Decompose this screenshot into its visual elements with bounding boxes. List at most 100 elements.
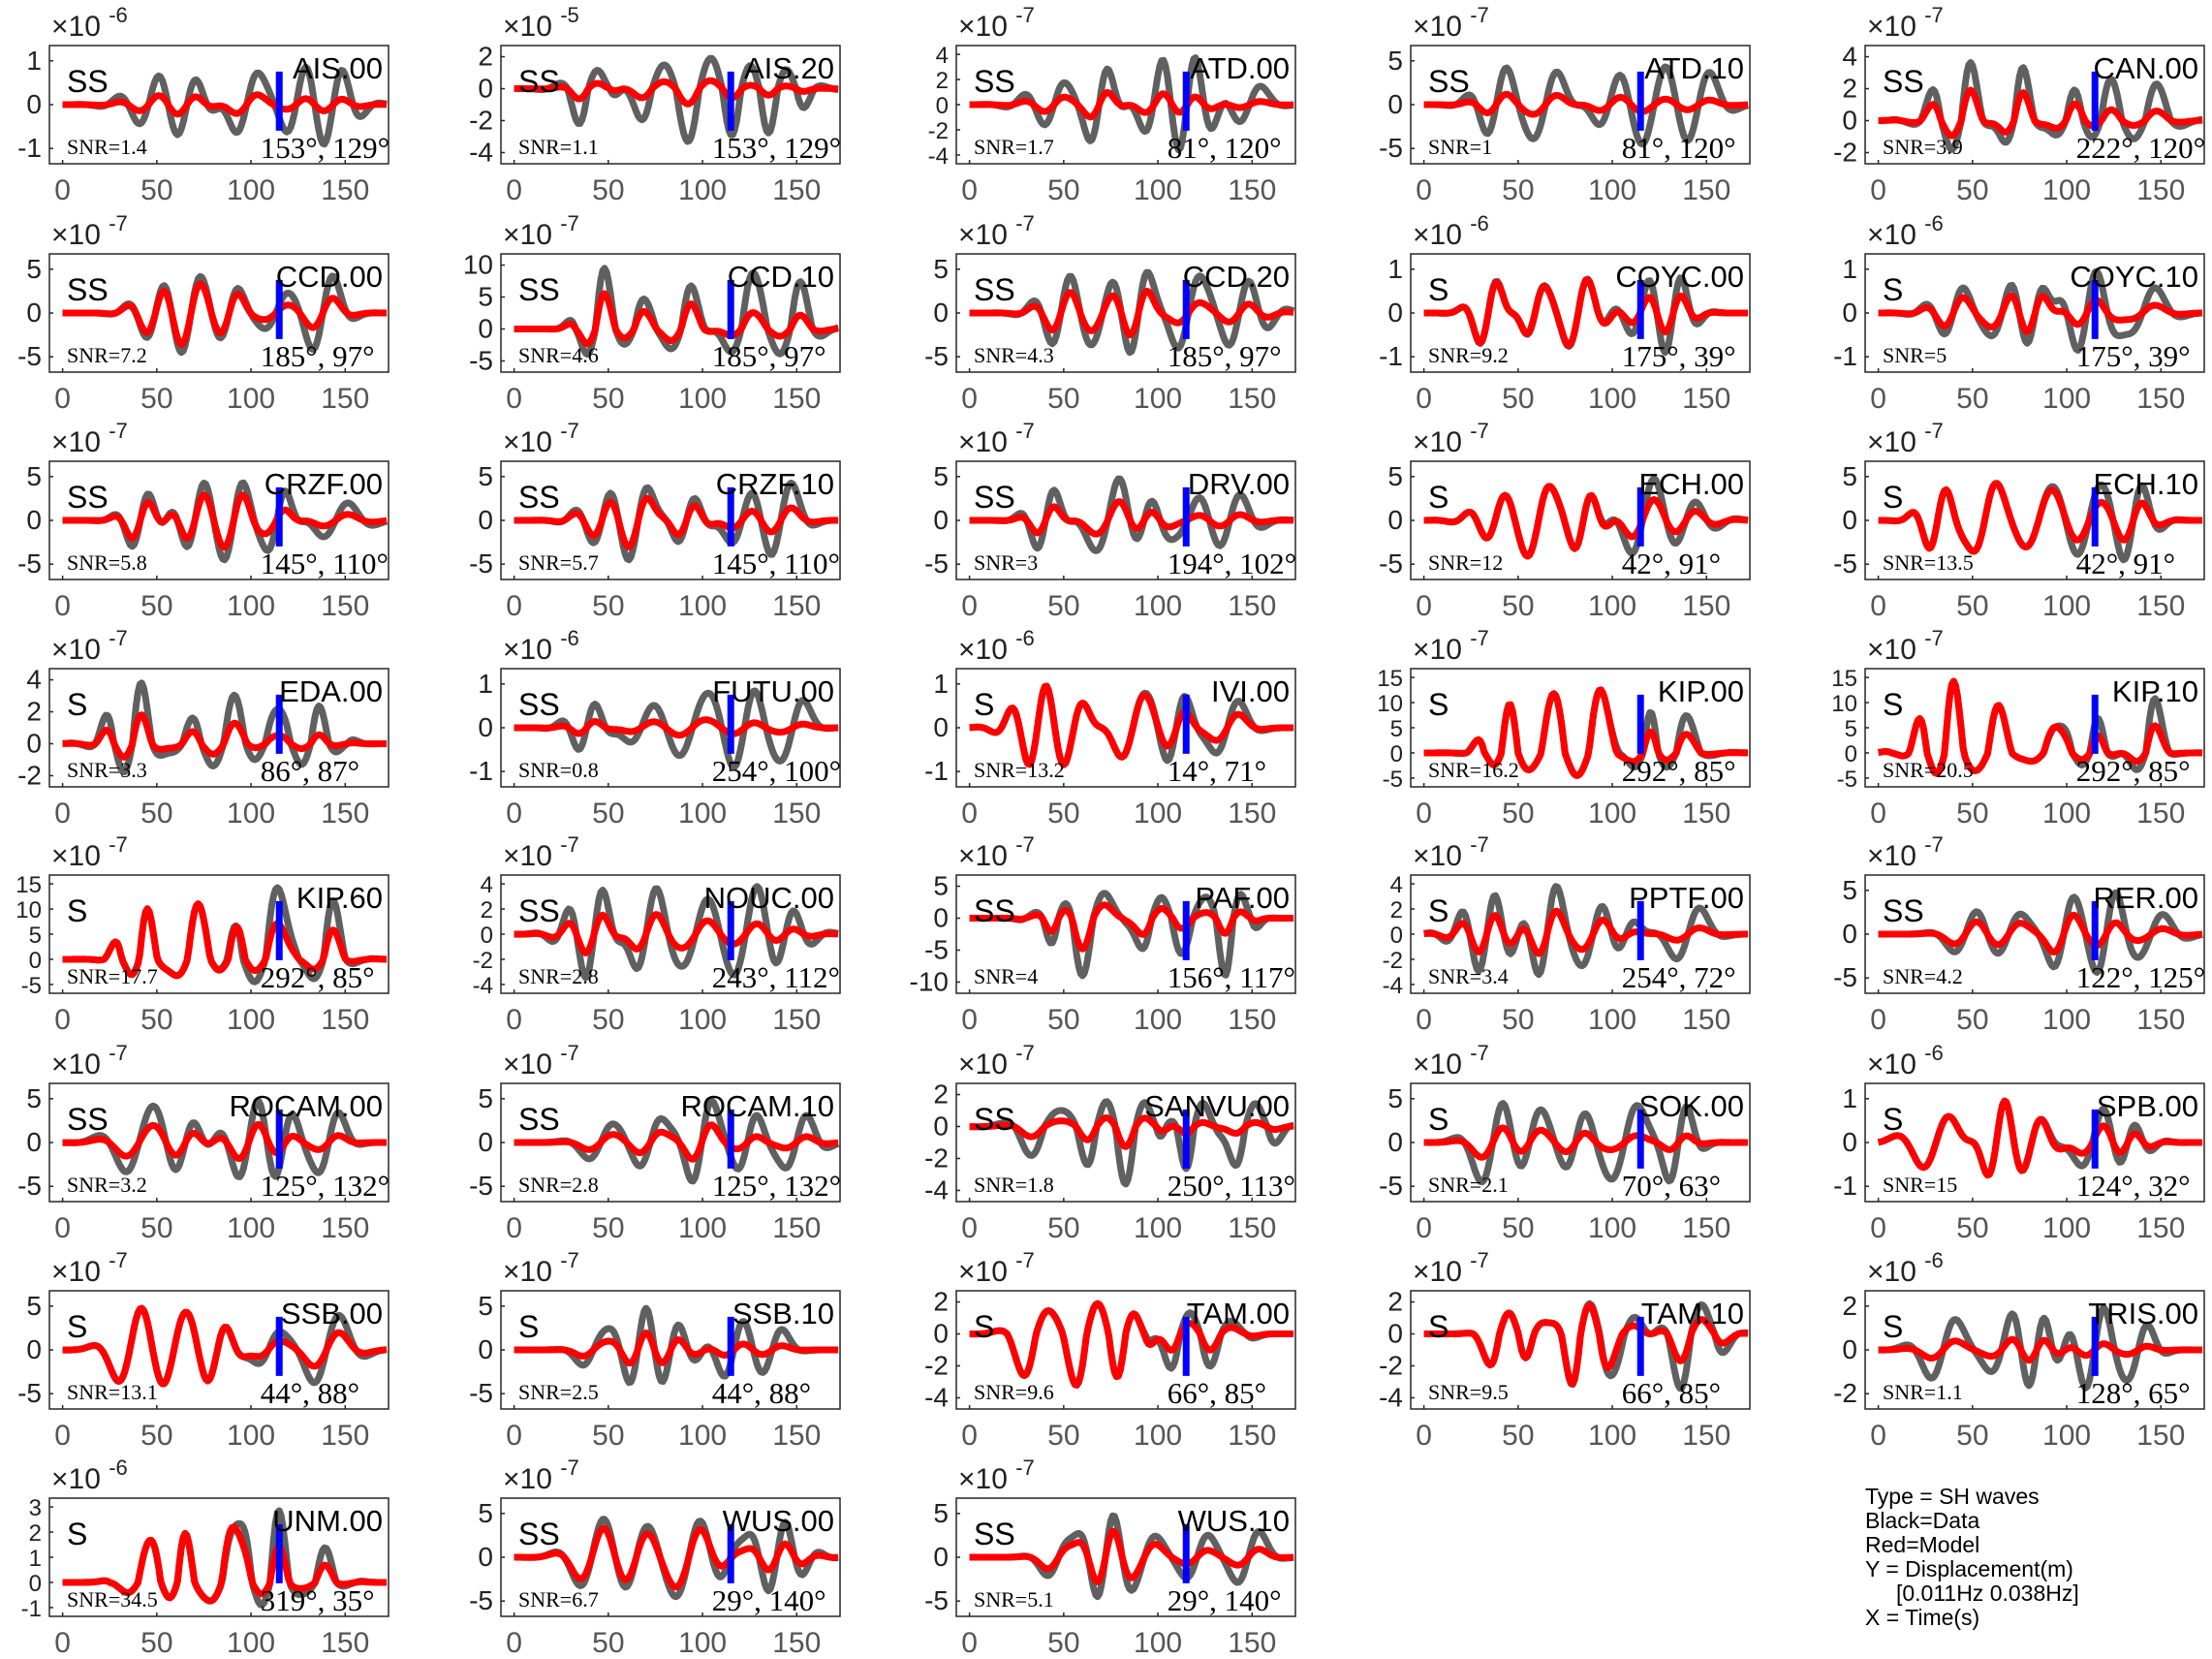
y-tick-label: 2 [1842, 1291, 1857, 1321]
exponent-label: ×10 -6 [958, 626, 1035, 666]
exponent-value: -7 [560, 832, 579, 857]
x-tick-label: 50 [1956, 1212, 1988, 1244]
y-tick-label: 2 [1387, 1287, 1403, 1317]
x-tick-label: 100 [227, 1627, 275, 1659]
angles-label: 128°, 65° [2076, 1376, 2191, 1410]
y-tick-label: 0 [26, 1127, 42, 1157]
phase-label: SS [974, 64, 1015, 99]
y-tick-label: 0 [933, 712, 949, 742]
y-tick-label: -4 [924, 1174, 949, 1205]
y-tick-label: 10 [463, 250, 493, 280]
angles-label: 81°, 120° [1168, 131, 1282, 165]
exponent-value: -7 [1015, 1456, 1035, 1480]
model-trace [61, 1523, 389, 1605]
y-tick-label: 0 [1390, 923, 1403, 949]
model-trace [513, 1121, 840, 1163]
angles-label: 29°, 140° [712, 1583, 826, 1617]
snr-label: SNR=1 [1428, 135, 1492, 159]
snr-label: SNR=20.5 [1883, 758, 1974, 782]
angles-label: 194°, 102° [1168, 547, 1296, 580]
exponent-label: ×10 -7 [1867, 3, 1944, 43]
x-tick-label: 150 [321, 383, 369, 415]
phase-label: S [1428, 1102, 1449, 1137]
y-tick-label: 5 [26, 1291, 42, 1321]
exponent-value: -6 [1015, 626, 1035, 650]
station-label: RER.00 [2093, 881, 2198, 915]
model-trace [1422, 90, 1750, 118]
y-tick-label: 0 [478, 505, 493, 535]
panel-futu-00: 0 50 100 150 1 0 -1 ×10 -6 SS FUTU.00 SNR=0.8 254°,… [469, 626, 841, 830]
axes-box [955, 1082, 1296, 1203]
y-tick-label: -1 [21, 1596, 42, 1622]
y-tick-label: -5 [1379, 548, 1403, 579]
x-tick-label: 150 [1228, 590, 1276, 622]
exponent-value: -7 [1470, 1041, 1489, 1065]
x-tick-label: 100 [1588, 1420, 1636, 1452]
x-tick-label: 150 [2136, 798, 2185, 830]
angles-label: 44°, 88° [712, 1376, 811, 1410]
exponent-value: -7 [560, 1041, 579, 1065]
snr-label: SNR=9.5 [1428, 1380, 1509, 1404]
model-trace [968, 1527, 1295, 1585]
y-tick-label: 0 [478, 313, 493, 343]
x-tick-label: 150 [2136, 174, 2185, 206]
y-tick-label: 10 [1377, 691, 1403, 717]
station-label: SPB.00 [2097, 1089, 2198, 1123]
y-tick-label: 0 [933, 1111, 949, 1142]
y-tick-label: -5 [469, 1585, 493, 1615]
angles-label: 42°, 91° [2076, 547, 2175, 580]
station-label: KIP.10 [2112, 674, 2198, 708]
phase-label: SS [518, 64, 560, 99]
exponent-label: ×10 -7 [958, 1041, 1035, 1080]
station-label: CCD.20 [1183, 260, 1290, 294]
angles-label: 185°, 97° [1168, 339, 1282, 373]
model-trace [968, 901, 1295, 953]
snr-label: SNR=3 [974, 550, 1038, 575]
x-tick-label: 0 [1416, 590, 1432, 622]
model-trace [968, 1114, 1295, 1150]
y-tick-label: -5 [17, 1171, 42, 1201]
exponent-value: -7 [1924, 3, 1944, 27]
snr-label: SNR=12 [1428, 550, 1503, 575]
x-tick-label: 0 [1870, 590, 1886, 622]
y-tick-label: -5 [469, 1171, 493, 1201]
x-tick-label: 150 [772, 798, 821, 830]
station-label: WUS.10 [1178, 1504, 1290, 1538]
y-tick-label: 5 [1390, 716, 1403, 742]
x-tick-label: 100 [678, 1004, 727, 1036]
exponent-value: -7 [109, 1041, 128, 1065]
y-tick-label: 0 [936, 93, 949, 119]
angles-label: 175°, 39° [1622, 339, 1736, 373]
exponent-label: ×10 -7 [958, 211, 1035, 251]
x-tick-label: 100 [227, 798, 275, 830]
x-tick-label: 0 [54, 798, 71, 830]
angles-label: 14°, 71° [1168, 754, 1266, 788]
y-tick-label: 0 [26, 297, 42, 328]
y-tick-label: -5 [924, 341, 949, 371]
x-tick-label: 150 [1682, 590, 1730, 622]
x-tick-label: 50 [1047, 1420, 1079, 1452]
y-tick-label: 1 [26, 46, 42, 76]
y-tick-label: 5 [26, 461, 42, 491]
station-label: NOUC.00 [704, 881, 834, 915]
snr-label: SNR=3.3 [67, 758, 147, 782]
x-tick-label: 50 [1956, 798, 1988, 830]
x-tick-label: 50 [1047, 590, 1079, 622]
y-tick-label: 2 [933, 1287, 949, 1317]
x-tick-label: 100 [678, 1212, 727, 1244]
x-tick-label: 0 [54, 1004, 71, 1036]
x-tick-label: 50 [1047, 798, 1079, 830]
y-tick-label: 0 [29, 1571, 42, 1597]
snr-label: SNR=3.2 [67, 1173, 147, 1197]
station-label: SANVU.00 [1144, 1089, 1290, 1123]
axes-box [1864, 45, 2205, 165]
angles-label: 125°, 132° [712, 1169, 841, 1203]
x-tick-label: 50 [1502, 174, 1534, 206]
phase-label: SS [67, 480, 109, 515]
exponent-label: ×10 -7 [1413, 3, 1489, 43]
x-tick-label: 50 [1956, 1004, 1988, 1036]
